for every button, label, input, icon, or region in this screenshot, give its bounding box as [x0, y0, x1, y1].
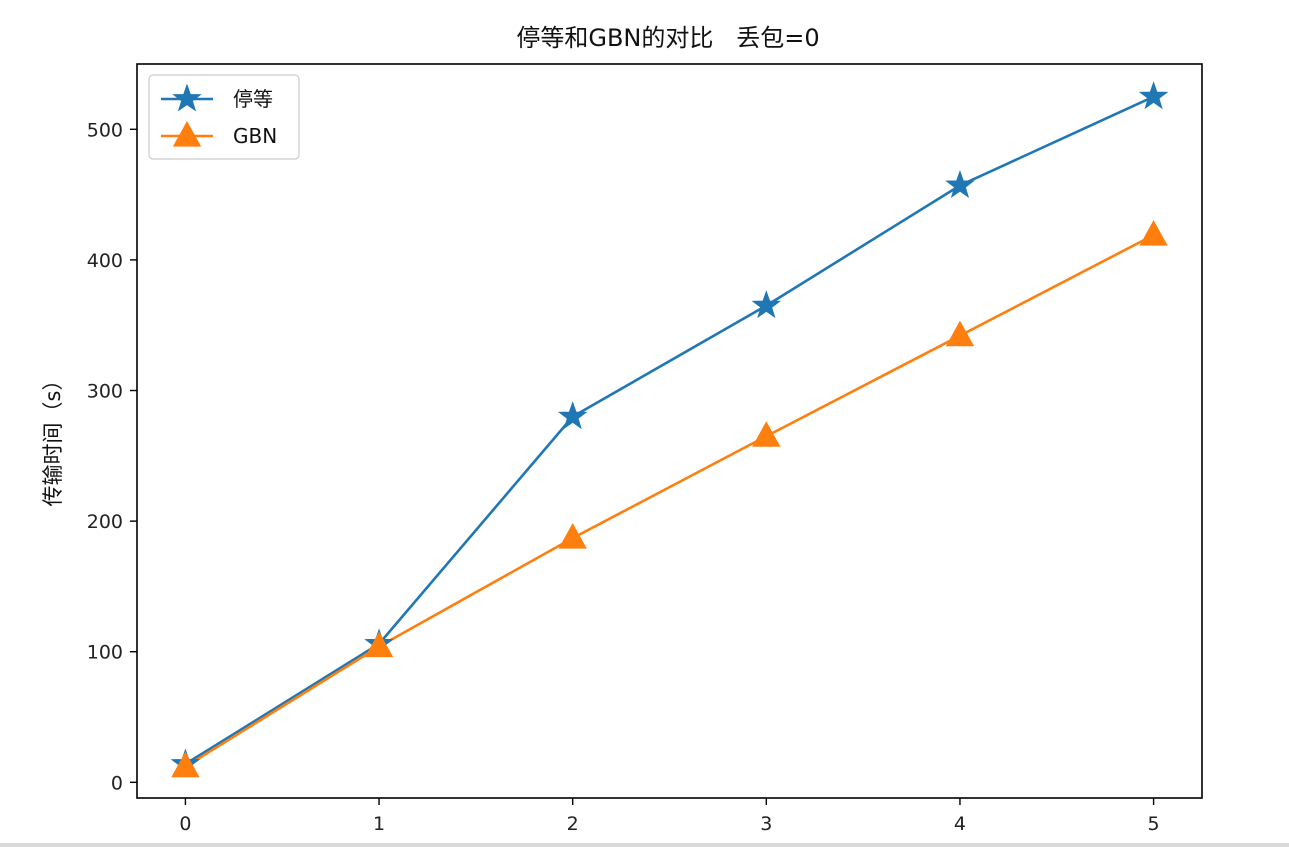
- data-point-1-5: [1139, 220, 1168, 246]
- plot-frame: [136, 63, 1203, 799]
- data-point-1-3: [752, 421, 781, 447]
- legend-label-0: 停等: [233, 87, 273, 111]
- y-tick-label-0: 0: [111, 772, 123, 794]
- data-point-0-5: [1138, 81, 1169, 110]
- y-tick-label-4: 400: [87, 250, 123, 272]
- legend-label-1: GBN: [233, 124, 277, 148]
- data-point-1-1: [364, 631, 394, 658]
- data-point-1-0: [171, 751, 200, 778]
- series-line-1: [184, 233, 1155, 768]
- data-point-0-4: [945, 169, 975, 199]
- data-point-1-2: [558, 523, 587, 549]
- y-tick-label-2: 200: [87, 511, 123, 533]
- data-point-1-4: [945, 320, 975, 347]
- legend-marker-1: [172, 120, 202, 147]
- x-tick-label-2: 2: [567, 813, 579, 835]
- data-point-0-3: [751, 290, 782, 319]
- y-tick-label-3: 300: [87, 381, 123, 403]
- x-tick-label-4: 4: [954, 813, 966, 835]
- x-tick-label-0: 0: [179, 813, 191, 835]
- legend: 停等 GBN: [148, 74, 300, 160]
- x-tick-label-1: 1: [373, 813, 385, 835]
- legend-marker-0: [172, 83, 202, 112]
- data-point-0-2: [557, 401, 588, 430]
- y-tick-label-1: 100: [87, 642, 123, 664]
- x-tick-label-3: 3: [760, 813, 772, 835]
- y-tick-label-5: 500: [87, 119, 123, 141]
- series-layer: [170, 81, 1169, 778]
- y-axis: 0 100 200 300 400 500: [87, 119, 137, 794]
- x-axis: 0 1 2 3 4 5: [179, 798, 1160, 835]
- series-line-0: [184, 95, 1155, 766]
- x-tick-label-5: 5: [1148, 813, 1160, 835]
- bottom-strip: [0, 843, 1289, 847]
- y-axis-label: 传输时间（s）: [41, 370, 65, 507]
- chart-title: 停等和GBN的对比 丢包=0: [516, 24, 819, 52]
